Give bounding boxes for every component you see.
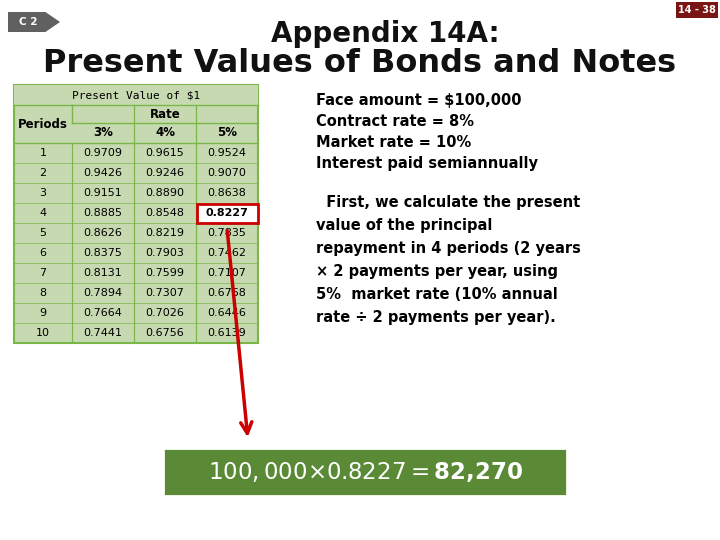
Text: 0.7026: 0.7026 (145, 308, 184, 318)
Text: Present Values of Bonds and Notes: Present Values of Bonds and Notes (43, 49, 677, 79)
Text: 0.7462: 0.7462 (207, 248, 246, 258)
Text: Appendix 14A:: Appendix 14A: (271, 20, 499, 48)
Text: 0.8219: 0.8219 (145, 228, 184, 238)
Text: 0.9426: 0.9426 (84, 168, 122, 178)
Text: 0.7107: 0.7107 (207, 268, 246, 278)
Text: 0.9524: 0.9524 (207, 148, 246, 158)
Text: 0.8548: 0.8548 (145, 208, 184, 218)
Text: × 2 payments per year, using: × 2 payments per year, using (316, 264, 558, 279)
Text: 0.6139: 0.6139 (207, 328, 246, 338)
Text: 0.8890: 0.8890 (145, 188, 184, 198)
Text: 10: 10 (36, 328, 50, 338)
Text: 7: 7 (40, 268, 47, 278)
Text: 0.9615: 0.9615 (145, 148, 184, 158)
FancyBboxPatch shape (676, 2, 718, 18)
Text: 0.8375: 0.8375 (84, 248, 122, 258)
Text: Face amount = $100,000: Face amount = $100,000 (316, 93, 521, 108)
Text: Market rate = 10%: Market rate = 10% (316, 135, 472, 150)
Text: 1: 1 (40, 148, 47, 158)
Text: 0.9151: 0.9151 (84, 188, 122, 198)
Text: 9: 9 (40, 308, 47, 318)
Text: rate ÷ 2 payments per year).: rate ÷ 2 payments per year). (316, 310, 556, 325)
Text: 0.8626: 0.8626 (84, 228, 122, 238)
Text: 6: 6 (40, 248, 47, 258)
Text: 0.7903: 0.7903 (145, 248, 184, 258)
Text: 0.8227: 0.8227 (206, 208, 248, 218)
Text: 0.9709: 0.9709 (84, 148, 122, 158)
Text: repayment in 4 periods (2 years: repayment in 4 periods (2 years (316, 241, 581, 256)
Text: 0.8131: 0.8131 (84, 268, 122, 278)
FancyBboxPatch shape (14, 85, 258, 343)
Text: $100,000 × 0.8227 = $82,270: $100,000 × 0.8227 = $82,270 (207, 460, 523, 484)
Text: 0.7441: 0.7441 (84, 328, 122, 338)
Text: Present Value of $1: Present Value of $1 (72, 90, 200, 100)
Text: 4: 4 (40, 208, 47, 218)
Text: 3%: 3% (93, 126, 113, 139)
Text: 5%  market rate (10% annual: 5% market rate (10% annual (316, 287, 558, 302)
Text: Contract rate = 8%: Contract rate = 8% (316, 114, 474, 129)
Text: 0.6756: 0.6756 (145, 328, 184, 338)
Polygon shape (8, 12, 60, 32)
Text: 0.6768: 0.6768 (207, 288, 246, 298)
Text: 0.6446: 0.6446 (207, 308, 246, 318)
FancyBboxPatch shape (14, 85, 258, 105)
Text: 0.7894: 0.7894 (84, 288, 122, 298)
Text: Periods: Periods (18, 118, 68, 131)
Text: Rate: Rate (150, 107, 181, 120)
Text: 5%: 5% (217, 126, 237, 139)
Text: 0.7664: 0.7664 (84, 308, 122, 318)
Text: 4%: 4% (155, 126, 175, 139)
Text: First, we calculate the present: First, we calculate the present (316, 195, 580, 210)
Text: 14 - 38: 14 - 38 (678, 5, 716, 15)
Text: Interest paid semiannually: Interest paid semiannually (316, 156, 538, 171)
FancyBboxPatch shape (197, 204, 258, 222)
Text: 0.7599: 0.7599 (145, 268, 184, 278)
Text: 0.8638: 0.8638 (207, 188, 246, 198)
Text: 2: 2 (40, 168, 47, 178)
FancyBboxPatch shape (163, 448, 567, 496)
Text: 0.7835: 0.7835 (207, 228, 246, 238)
Text: value of the principal: value of the principal (316, 218, 492, 233)
Text: 0.7307: 0.7307 (145, 288, 184, 298)
Text: 0.8885: 0.8885 (84, 208, 122, 218)
Text: 5: 5 (40, 228, 47, 238)
Text: 3: 3 (40, 188, 47, 198)
Text: 0.9070: 0.9070 (207, 168, 246, 178)
Text: C 2: C 2 (19, 17, 37, 27)
Text: 8: 8 (40, 288, 47, 298)
Text: 0.9246: 0.9246 (145, 168, 184, 178)
